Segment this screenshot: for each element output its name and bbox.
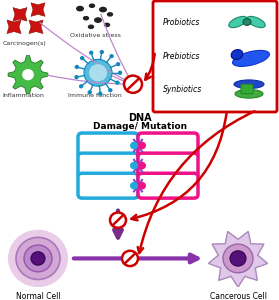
Text: DNA: DNA	[128, 112, 152, 122]
Circle shape	[122, 251, 138, 266]
Circle shape	[130, 182, 138, 190]
Circle shape	[24, 245, 52, 272]
FancyBboxPatch shape	[78, 153, 138, 178]
Circle shape	[124, 76, 142, 93]
Circle shape	[89, 64, 107, 81]
Text: Carcinogen(s): Carcinogen(s)	[3, 41, 47, 46]
FancyBboxPatch shape	[138, 133, 198, 158]
FancyBboxPatch shape	[78, 173, 138, 198]
Text: Inflammation: Inflammation	[2, 93, 44, 98]
Circle shape	[130, 142, 138, 149]
Circle shape	[230, 251, 246, 266]
Text: Probiotics: Probiotics	[163, 17, 200, 26]
Ellipse shape	[88, 25, 94, 29]
Ellipse shape	[94, 17, 102, 23]
Circle shape	[8, 230, 68, 287]
Circle shape	[31, 252, 45, 265]
FancyBboxPatch shape	[241, 84, 253, 94]
Circle shape	[80, 56, 84, 60]
Ellipse shape	[231, 50, 243, 59]
Circle shape	[89, 51, 93, 55]
Circle shape	[130, 162, 138, 170]
Circle shape	[138, 162, 146, 170]
Circle shape	[98, 92, 102, 96]
Ellipse shape	[229, 16, 247, 28]
Ellipse shape	[234, 80, 264, 88]
Text: Damage/ Mutation: Damage/ Mutation	[93, 122, 187, 131]
Circle shape	[223, 244, 253, 273]
Circle shape	[115, 80, 120, 85]
Ellipse shape	[89, 3, 95, 8]
Polygon shape	[13, 8, 27, 21]
Polygon shape	[8, 56, 48, 94]
Text: Normal Cell: Normal Cell	[16, 292, 60, 300]
FancyBboxPatch shape	[138, 153, 198, 178]
Circle shape	[74, 75, 79, 79]
Ellipse shape	[243, 19, 251, 26]
Circle shape	[109, 54, 114, 58]
Circle shape	[110, 212, 126, 228]
Ellipse shape	[76, 6, 84, 11]
Polygon shape	[31, 3, 45, 16]
Circle shape	[16, 237, 60, 280]
Ellipse shape	[83, 16, 89, 20]
FancyBboxPatch shape	[153, 1, 277, 112]
Circle shape	[22, 69, 34, 80]
FancyBboxPatch shape	[78, 133, 138, 158]
Ellipse shape	[99, 7, 107, 12]
Circle shape	[116, 62, 120, 66]
Text: Immune function: Immune function	[68, 93, 122, 98]
Circle shape	[79, 84, 83, 88]
Polygon shape	[208, 232, 268, 287]
Polygon shape	[29, 20, 43, 34]
Text: Synbiotics: Synbiotics	[163, 85, 202, 94]
Ellipse shape	[235, 89, 263, 98]
Ellipse shape	[107, 12, 113, 17]
Ellipse shape	[104, 22, 110, 27]
Text: Prebiotics: Prebiotics	[163, 52, 201, 61]
Circle shape	[138, 142, 146, 149]
Circle shape	[100, 50, 104, 54]
Text: Oxidative stress: Oxidative stress	[70, 32, 121, 38]
Circle shape	[88, 90, 92, 94]
Circle shape	[84, 59, 112, 86]
Circle shape	[108, 88, 112, 92]
Text: Cancerous Cell: Cancerous Cell	[210, 292, 266, 300]
Circle shape	[75, 65, 79, 69]
Ellipse shape	[247, 16, 265, 28]
Ellipse shape	[233, 50, 270, 66]
Circle shape	[138, 182, 146, 190]
FancyBboxPatch shape	[138, 173, 198, 198]
Circle shape	[118, 70, 122, 75]
Polygon shape	[7, 20, 21, 34]
